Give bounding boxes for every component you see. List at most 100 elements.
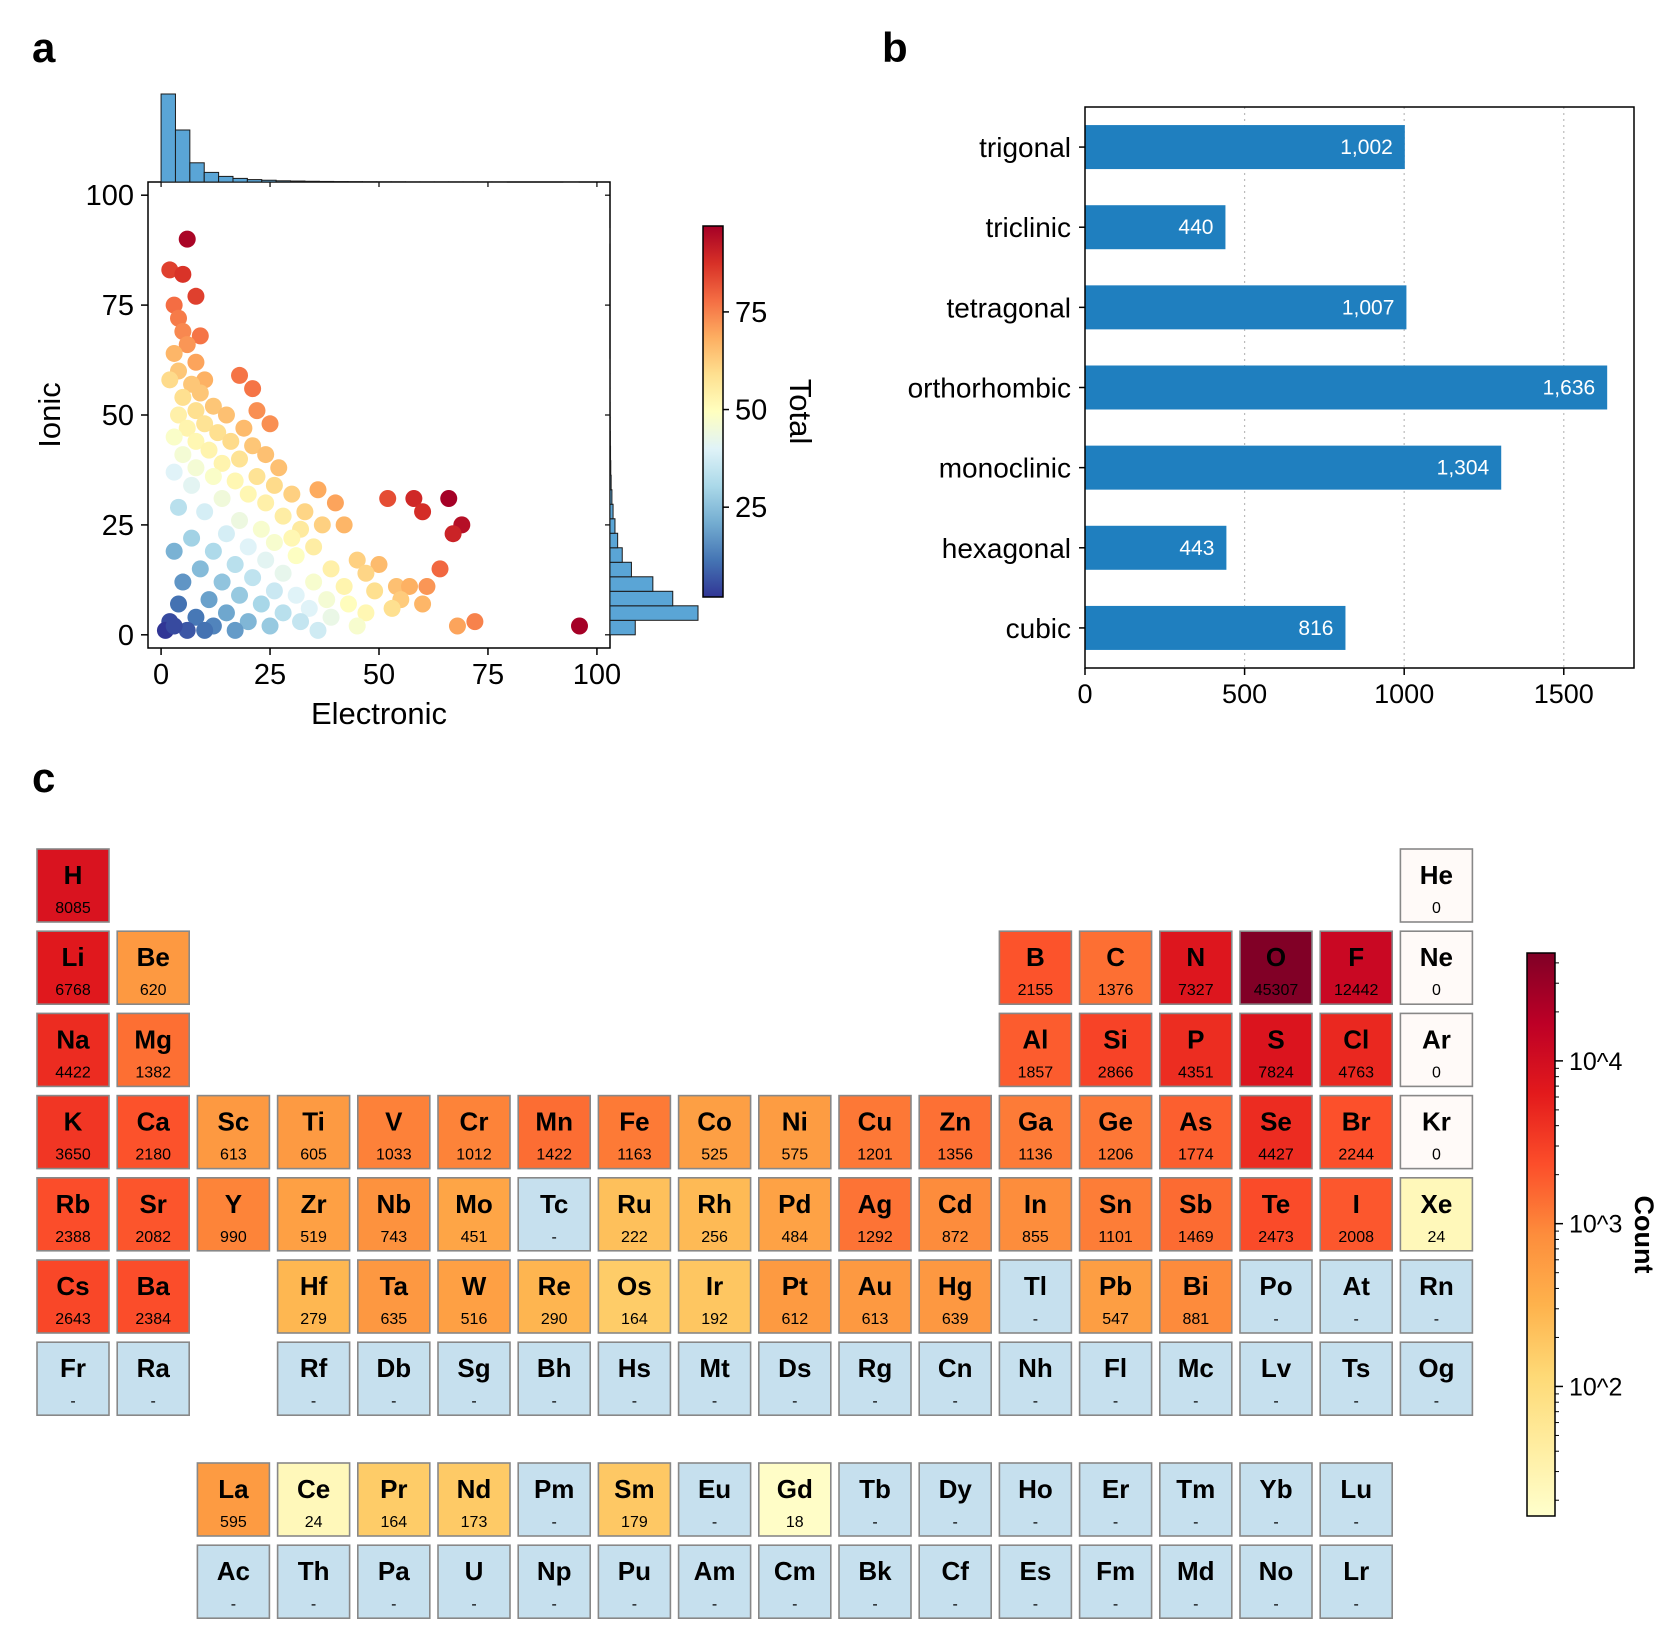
- scatter-point: [252, 595, 270, 613]
- element-symbol: I: [1353, 1189, 1360, 1219]
- element-symbol: Fl: [1104, 1353, 1127, 1383]
- element-symbol: Lu: [1340, 1474, 1372, 1504]
- bar-monoclinic: [1085, 445, 1502, 490]
- element-count: -: [1033, 1596, 1038, 1613]
- element-symbol: Pt: [782, 1271, 808, 1301]
- element-count: 605: [300, 1147, 327, 1164]
- element-count: -: [1113, 1596, 1118, 1613]
- element-count: -: [1434, 1393, 1439, 1410]
- scatter-point: [326, 494, 344, 512]
- bar-value-label: 1,007: [1342, 296, 1395, 319]
- element-symbol: Fe: [619, 1107, 649, 1137]
- scatter-point: [217, 406, 235, 424]
- scatter-point: [283, 529, 301, 547]
- element-cell-Se: [1239, 1094, 1313, 1170]
- marginal-y-bar: [609, 460, 612, 476]
- y-tick-label: 50: [102, 400, 134, 432]
- element-cell-Bi: [1159, 1259, 1233, 1334]
- marginal-y-bar: [609, 489, 613, 505]
- element-cell-Ir: [677, 1259, 752, 1334]
- element-count: -: [1113, 1514, 1118, 1531]
- element-count: -: [1113, 1393, 1118, 1410]
- element-symbol: La: [218, 1474, 249, 1504]
- marginal-x-bar: [189, 162, 205, 183]
- element-cell-C: [1078, 930, 1153, 1006]
- element-count: 451: [461, 1229, 488, 1246]
- scatter-point: [322, 608, 340, 626]
- element-cell-Md: [1159, 1544, 1233, 1619]
- marginal-y-bar: [609, 576, 654, 592]
- y-tick-label: 75: [102, 290, 134, 322]
- element-cell-Pb: [1078, 1259, 1153, 1334]
- element-symbol: Yb: [1259, 1474, 1292, 1504]
- element-symbol: Rh: [697, 1189, 732, 1219]
- marginal-x-bar: [218, 175, 234, 183]
- element-cell-I: [1319, 1177, 1393, 1252]
- element-symbol: Sm: [614, 1474, 654, 1504]
- element-cell-Cm: [757, 1544, 832, 1619]
- element-count: -: [1354, 1514, 1359, 1531]
- element-cell-Gd: [757, 1462, 832, 1537]
- element-symbol: Nb: [376, 1189, 411, 1219]
- element-symbol: Y: [225, 1189, 242, 1219]
- element-cell-O: [1239, 930, 1313, 1006]
- element-cell-No: [1239, 1544, 1313, 1619]
- scatter-point: [178, 336, 196, 354]
- bar-orthorhombic: [1085, 365, 1608, 410]
- element-symbol: Ni: [782, 1107, 808, 1137]
- element-count: 639: [942, 1311, 969, 1328]
- element-count: -: [1273, 1311, 1278, 1328]
- element-symbol: Zn: [939, 1107, 971, 1137]
- marginal-y-bar: [609, 561, 632, 578]
- element-cell-Rb: [36, 1177, 110, 1252]
- scatter-point: [165, 542, 183, 560]
- scatter-point: [274, 507, 292, 525]
- element-cell-Cu: [838, 1094, 912, 1170]
- element-count: 1163: [617, 1147, 652, 1164]
- element-symbol: Re: [538, 1271, 571, 1301]
- scatter-point: [440, 490, 458, 508]
- scatter-point: [379, 490, 397, 508]
- bar-triclinic: [1085, 205, 1226, 250]
- scatter-point: [200, 591, 218, 609]
- x-tick-label: 1500: [1534, 679, 1594, 709]
- scatter-point: [292, 613, 310, 631]
- element-cell-Al: [998, 1012, 1073, 1088]
- scatter-point: [257, 446, 275, 464]
- element-symbol: Ts: [1342, 1353, 1370, 1383]
- scatter-point: [235, 419, 253, 437]
- scatter-point: [178, 230, 196, 248]
- scatter-point: [305, 538, 323, 556]
- element-symbol: Lr: [1343, 1556, 1369, 1586]
- element-count: -: [552, 1229, 557, 1246]
- element-count: 12442: [1334, 982, 1379, 999]
- marginal-y-bar: [609, 532, 619, 549]
- element-count: -: [632, 1393, 637, 1410]
- scatter-point: [309, 481, 327, 499]
- element-symbol: Hg: [938, 1271, 973, 1301]
- scatter-point: [213, 454, 231, 472]
- element-count: -: [953, 1514, 958, 1531]
- bar-value-label: 816: [1298, 617, 1333, 640]
- element-count: 525: [701, 1147, 728, 1164]
- category-label: orthorhombic: [908, 373, 1071, 404]
- element-cell-Sb: [1159, 1177, 1233, 1252]
- scatter-point: [401, 577, 419, 595]
- element-symbol: O: [1266, 942, 1286, 972]
- element-symbol: Al: [1022, 1024, 1048, 1054]
- element-count: -: [953, 1393, 958, 1410]
- scatter-point: [244, 380, 262, 398]
- scatter-point: [357, 564, 375, 582]
- marginal-y-bar: [609, 605, 699, 621]
- element-cell-He: [1399, 848, 1474, 923]
- element-cell-Fe: [597, 1094, 672, 1170]
- element-symbol: Sc: [217, 1107, 249, 1137]
- marginal-y-bar: [609, 590, 674, 607]
- x-tick-label: 0: [1077, 679, 1092, 709]
- element-cell-Og: [1399, 1341, 1474, 1416]
- scatter-point: [187, 459, 205, 477]
- y-axis-label: Ionic: [32, 382, 67, 447]
- element-count: -: [231, 1596, 236, 1613]
- scatter-point: [296, 503, 314, 521]
- element-symbol: Cf: [941, 1556, 969, 1586]
